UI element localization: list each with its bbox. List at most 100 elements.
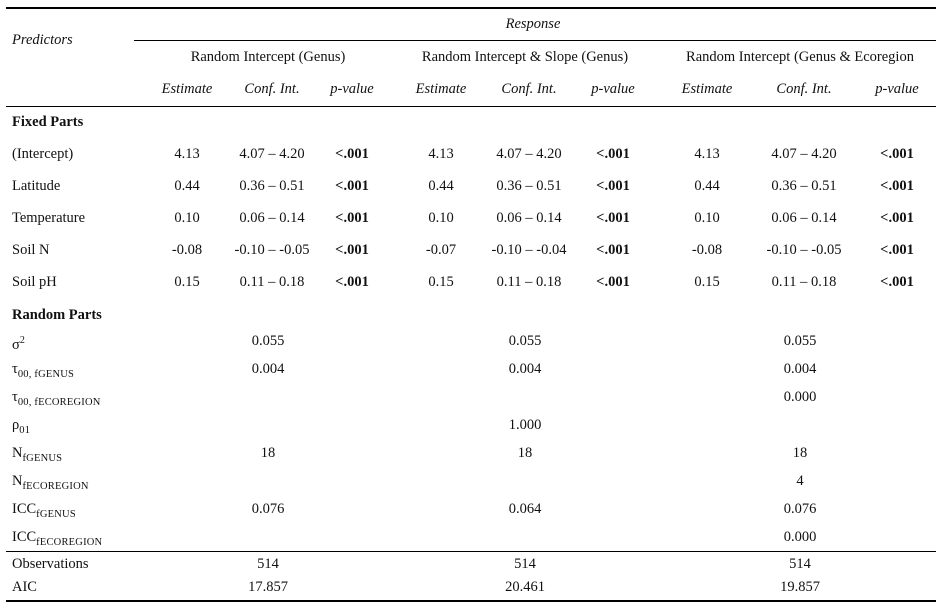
response-underline: [134, 40, 936, 41]
random-label-base: N: [12, 445, 23, 461]
random-row-label: ρ01: [12, 416, 30, 440]
random-row-label: NfGENUS: [12, 444, 62, 468]
p-value-cell: <.001: [596, 210, 630, 226]
estimate-cell: 0.15: [694, 274, 720, 290]
random-value-cell: 0.055: [508, 333, 542, 349]
random-value-cell: 18: [517, 445, 533, 461]
random-value-cell: 0.076: [783, 501, 817, 517]
subheader-conf-int-1: Conf. Int.: [244, 81, 300, 97]
subheader-p-value-3: p-value: [875, 81, 919, 97]
summary-value-cell: 20.461: [505, 579, 545, 595]
random-label-base: ICC: [12, 529, 37, 545]
subheader-p-value-1: p-value: [330, 81, 374, 97]
response-header: Response: [505, 16, 561, 32]
summary-value-cell: 514: [789, 556, 811, 572]
summary-value-cell: 19.857: [780, 579, 820, 595]
subheader-conf-int-3: Conf. Int.: [776, 81, 832, 97]
model-header-2: Random Intercept & Slope (Genus): [421, 49, 629, 65]
random-row-label: NfECOREGION: [12, 472, 89, 496]
p-value-cell: <.001: [335, 274, 369, 290]
random-value-cell: 0.055: [783, 333, 817, 349]
conf-int-cell: 4.07 – 4.20: [239, 146, 305, 162]
p-value-cell: <.001: [880, 210, 914, 226]
estimate-cell: 0.10: [174, 210, 200, 226]
subheader-p-value-2: p-value: [591, 81, 635, 97]
p-value-cell: <.001: [335, 178, 369, 194]
estimate-cell: 0.44: [428, 178, 454, 194]
random-value-cell: 0.004: [783, 361, 817, 377]
random-value-cell: 0.004: [251, 361, 285, 377]
conf-int-cell: 0.36 – 0.51: [239, 178, 305, 194]
random-value-cell: 1.000: [508, 417, 542, 433]
estimate-cell: -0.08: [171, 242, 203, 258]
conf-int-cell: 0.06 – 0.14: [771, 210, 837, 226]
estimate-cell: 0.10: [428, 210, 454, 226]
conf-int-cell: -0.10 – -0.04: [491, 242, 567, 258]
estimate-cell: 0.15: [428, 274, 454, 290]
p-value-cell: <.001: [880, 146, 914, 162]
random-label-base: ρ: [12, 417, 20, 433]
random-value-cell: 0.076: [251, 501, 285, 517]
p-value-cell: <.001: [335, 146, 369, 162]
p-value-cell: <.001: [596, 242, 630, 258]
estimate-cell: 0.15: [174, 274, 200, 290]
summary-value-cell: 514: [257, 556, 279, 572]
subheader-estimate-1: Estimate: [161, 81, 213, 97]
random-row-label: ICCfGENUS: [12, 500, 76, 524]
random-label-base: τ: [12, 389, 18, 405]
fixed-row-label: (Intercept): [12, 146, 74, 162]
summary-row-label: Observations: [12, 556, 89, 572]
p-value-cell: <.001: [596, 274, 630, 290]
estimate-cell: 4.13: [428, 146, 454, 162]
estimate-cell: 0.44: [694, 178, 720, 194]
fixed-row-label: Soil pH: [12, 274, 57, 290]
random-label-sup: 2: [19, 335, 25, 346]
estimate-cell: -0.07: [425, 242, 457, 258]
fixed-row-label: Latitude: [12, 178, 61, 194]
random-label-sub: 00, fECOREGION: [17, 397, 101, 408]
p-value-cell: <.001: [335, 242, 369, 258]
random-label-sub: fGENUS: [22, 453, 63, 464]
header-bottom-rule: [6, 106, 936, 107]
p-value-cell: <.001: [880, 242, 914, 258]
conf-int-cell: 0.06 – 0.14: [239, 210, 305, 226]
random-row-label: σ2: [12, 332, 25, 354]
summary-value-cell: 17.857: [248, 579, 288, 595]
random-label-base: N: [12, 473, 23, 489]
conf-int-cell: 0.36 – 0.51: [771, 178, 837, 194]
subheader-conf-int-2: Conf. Int.: [501, 81, 557, 97]
random-parts-title: Random Parts: [12, 307, 102, 323]
subheader-estimate-3: Estimate: [681, 81, 733, 97]
conf-int-cell: -0.10 – -0.05: [766, 242, 842, 258]
random-label-base: τ: [12, 361, 18, 377]
random-label-sub: 00, fGENUS: [17, 369, 75, 380]
random-value-cell: 0.000: [783, 529, 817, 545]
random-label-base: ICC: [12, 501, 37, 517]
top-rule: [6, 7, 936, 9]
p-value-cell: <.001: [880, 178, 914, 194]
conf-int-cell: 4.07 – 4.20: [771, 146, 837, 162]
random-value-cell: 18: [260, 445, 276, 461]
conf-int-cell: 0.11 – 0.18: [239, 274, 305, 290]
model-header-3: Random Intercept (Genus & Ecoregion: [686, 49, 914, 65]
fixed-row-label: Soil N: [12, 242, 50, 258]
estimate-cell: 4.13: [174, 146, 200, 162]
random-label-base: σ: [12, 337, 20, 353]
model-header-1: Random Intercept (Genus): [190, 49, 346, 65]
summary-value-cell: 514: [514, 556, 536, 572]
random-row-label: τ00, fGENUS: [12, 360, 74, 384]
conf-int-cell: 4.07 – 4.20: [496, 146, 562, 162]
conf-int-cell: 0.11 – 0.18: [771, 274, 837, 290]
random-label-sub: 01: [19, 425, 31, 436]
random-label-sub: fECOREGION: [22, 481, 89, 492]
summary-rule: [6, 551, 936, 552]
estimate-cell: 0.44: [174, 178, 200, 194]
p-value-cell: <.001: [596, 146, 630, 162]
fixed-parts-title: Fixed Parts: [12, 114, 84, 130]
subheader-estimate-2: Estimate: [415, 81, 467, 97]
random-value-cell: 18: [792, 445, 808, 461]
random-label-sub: fGENUS: [36, 509, 76, 520]
random-value-cell: 0.000: [783, 389, 817, 405]
conf-int-cell: -0.10 – -0.05: [234, 242, 310, 258]
p-value-cell: <.001: [335, 210, 369, 226]
